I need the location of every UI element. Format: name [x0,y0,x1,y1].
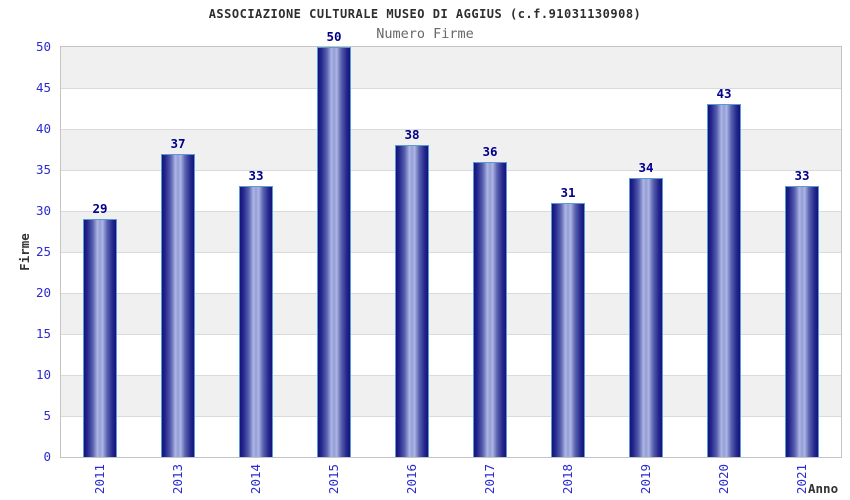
chart-title: ASSOCIAZIONE CULTURALE MUSEO DI AGGIUS (… [208,7,642,21]
bar [629,178,663,457]
bar-value-label: 29 [92,201,108,216]
bar [551,203,585,457]
bar-value-label: 31 [560,185,576,200]
bar [161,154,195,457]
bar [473,162,507,457]
x-tick-label: 2011 [92,463,107,495]
x-tick-label: 2015 [326,463,341,495]
bar [239,186,273,457]
x-tick-label: 2020 [716,463,731,495]
bar-value-label: 43 [716,86,732,101]
x-tick-label: 2019 [638,463,653,495]
y-tick-label: 35 [35,162,51,177]
x-tick-label: 2017 [482,463,497,495]
x-tick-label: 2013 [170,463,185,495]
gridline [61,129,841,130]
x-tick-label: 2016 [404,463,419,495]
gridline [61,375,841,376]
y-tick-label: 30 [35,203,51,218]
bar-value-label: 37 [170,136,186,151]
y-tick-label: 10 [35,367,51,382]
y-tick-label: 5 [43,408,51,423]
x-tick-label: 2018 [560,463,575,495]
y-tick-label: 20 [35,285,51,300]
bar-value-label: 34 [638,160,654,175]
x-tick-label: 2021 [794,463,809,495]
bar [317,47,351,457]
gridline [61,416,841,417]
gridline [61,211,841,212]
bar [395,145,429,457]
plot-band [61,47,841,88]
gridline [61,252,841,253]
plot-area: 29 37 33 50 38 36 31 34 43 33 [60,29,842,458]
x-tick-label: 2014 [248,463,263,495]
bar [83,219,117,457]
gridline [61,88,841,89]
chart-subtitle: Numero Firme [376,26,474,42]
gridline [61,293,841,294]
y-tick-label: 45 [35,80,51,95]
gridline [61,334,841,335]
y-tick-label: 50 [35,39,51,54]
bar [785,186,819,457]
y-tick-label: 15 [35,326,51,341]
x-axis-label: Anno [808,481,839,496]
bar [707,104,741,457]
bar-value-label: 33 [794,168,810,183]
y-tick-label: 40 [35,121,51,136]
bar-value-label: 38 [404,127,420,142]
y-tick-label: 0 [43,449,51,464]
gridline [61,170,841,171]
bar-value-label: 36 [482,144,498,159]
y-tick-label: 25 [35,244,51,259]
bar-value-label: 33 [248,168,264,183]
bar-value-label: 50 [326,29,342,44]
